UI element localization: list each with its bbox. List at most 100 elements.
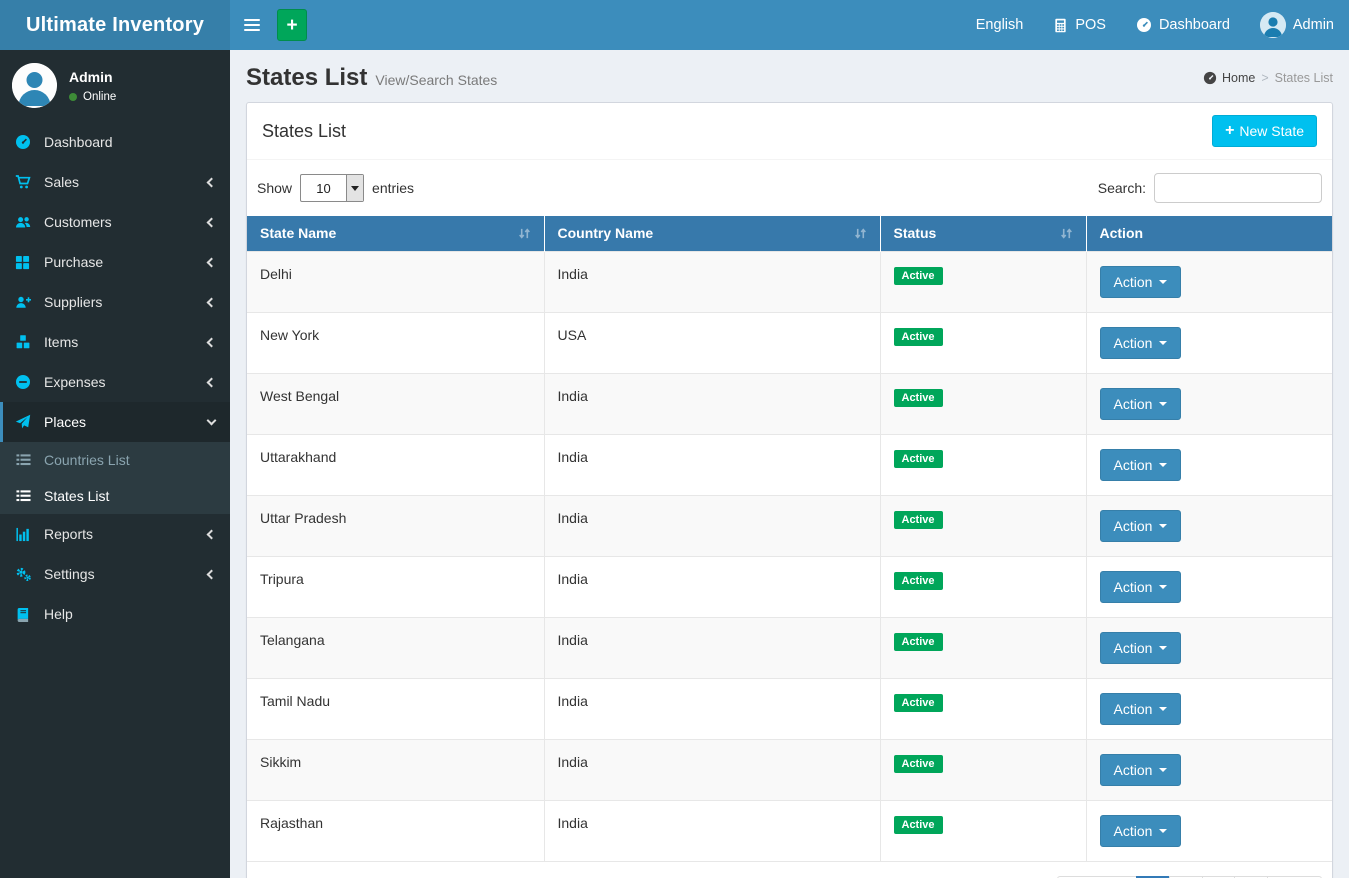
pagination: Previous 1 2 3 4 Next <box>1056 875 1322 878</box>
list-icon <box>16 453 36 467</box>
cell-country-name: India <box>543 556 880 617</box>
pagination-next-button[interactable]: Next <box>1267 875 1322 878</box>
new-state-button[interactable]: + New State <box>1212 115 1317 147</box>
nav-pos-label: POS <box>1075 17 1106 33</box>
calculator-icon <box>1053 18 1068 33</box>
action-dropdown-button[interactable]: Action <box>1099 387 1182 420</box>
minus-circle-icon <box>15 374 37 390</box>
grid-icon <box>15 255 37 270</box>
sidebar-item-items[interactable]: Items <box>0 322 230 362</box>
card-title: States List <box>262 120 347 141</box>
content-area: States List View/Search States Home > St… <box>230 50 1349 878</box>
action-dropdown-button[interactable]: Action <box>1099 326 1182 359</box>
states-table: State Name Country Name Status <box>247 216 1332 862</box>
table-row: Uttarakhand India Active Action <box>247 434 1332 495</box>
action-dropdown-button[interactable]: Action <box>1099 448 1182 481</box>
column-header-state-name[interactable]: State Name <box>247 216 544 251</box>
table-row: Tripura India Active Action <box>247 556 1332 617</box>
table-row: Delhi India Active Action <box>247 251 1332 312</box>
caret-down-icon <box>1159 584 1168 589</box>
avatar <box>12 63 57 108</box>
sidebar-item-expenses[interactable]: Expenses <box>0 362 230 402</box>
status-badge: Active <box>893 510 943 529</box>
sidebar-toggle-button[interactable] <box>230 0 274 50</box>
select-dropdown-button[interactable] <box>346 175 364 201</box>
caret-down-icon <box>351 185 360 191</box>
breadcrumb-current: States List <box>1274 71 1333 85</box>
chevron-down-icon <box>206 415 217 426</box>
cell-country-name: India <box>543 251 880 312</box>
nav-dashboard[interactable]: Dashboard <box>1121 0 1245 50</box>
quick-add-button[interactable]: + <box>277 9 307 41</box>
table-row: Rajasthan India Active Action <box>247 800 1332 861</box>
action-dropdown-button[interactable]: Action <box>1099 814 1182 847</box>
bar-chart-icon <box>15 527 37 542</box>
action-dropdown-button[interactable]: Action <box>1099 631 1182 664</box>
caret-down-icon <box>1159 340 1168 345</box>
sidebar-item-states-list[interactable]: States List <box>0 478 230 514</box>
cell-country-name: India <box>543 495 880 556</box>
cell-state-name: West Bengal <box>260 387 340 404</box>
status-badge: Active <box>893 693 943 712</box>
chevron-left-icon <box>206 257 217 267</box>
action-dropdown-button[interactable]: Action <box>1099 570 1182 603</box>
caret-down-icon <box>1159 279 1168 284</box>
nav-pos[interactable]: POS <box>1038 0 1121 50</box>
status-badge: Active <box>893 754 943 773</box>
column-header-country-name[interactable]: Country Name <box>543 216 880 251</box>
sidebar-user-name: Admin <box>69 68 113 85</box>
breadcrumb-home-link[interactable]: Home <box>1203 71 1255 85</box>
breadcrumb: Home > States List <box>1203 71 1333 85</box>
sidebar-item-places[interactable]: Places <box>0 402 230 442</box>
breadcrumb-separator: > <box>1261 71 1269 85</box>
chevron-left-icon <box>206 529 217 539</box>
avatar <box>1259 12 1286 38</box>
sidebar-item-countries-list[interactable]: Countries List <box>0 442 230 478</box>
chevron-left-icon <box>206 217 217 227</box>
caret-down-icon <box>1159 828 1168 833</box>
caret-down-icon <box>1159 706 1168 711</box>
show-label: Show <box>257 180 293 196</box>
action-dropdown-button[interactable]: Action <box>1099 692 1182 725</box>
action-dropdown-button[interactable]: Action <box>1099 509 1182 542</box>
search-label: Search: <box>1097 180 1146 196</box>
navbar-right: English POS Dashboard <box>961 0 1349 50</box>
plus-icon: + <box>286 14 298 36</box>
sidebar-item-customers[interactable]: Customers <box>0 202 230 242</box>
sort-icon <box>518 227 531 240</box>
sidebar-item-settings[interactable]: Settings <box>0 554 230 594</box>
cell-state-name: Rajasthan <box>260 814 324 831</box>
column-header-action: Action <box>1085 216 1332 251</box>
cell-state-name: Delhi <box>260 265 292 282</box>
cell-state-name: Tripura <box>260 570 304 587</box>
navbar: + English POS Dashboard <box>230 0 1349 50</box>
speedometer-icon <box>1203 71 1217 85</box>
table-header-row: State Name Country Name Status <box>247 216 1332 251</box>
nav-language[interactable]: English <box>961 0 1039 50</box>
top-navbar: Ultimate Inventory + English POS <box>0 0 1349 50</box>
paper-plane-icon <box>15 414 37 430</box>
search-input[interactable] <box>1154 173 1322 203</box>
status-badge: Active <box>893 449 943 468</box>
column-header-status[interactable]: Status <box>879 216 1086 251</box>
caret-down-icon <box>1159 767 1168 772</box>
action-dropdown-button[interactable]: Action <box>1099 265 1182 298</box>
sidebar: Admin Online Dashboard <box>0 50 230 878</box>
sidebar-user-panel: Admin Online <box>0 50 230 122</box>
entries-label: entries <box>372 180 415 196</box>
sidebar-item-purchase[interactable]: Purchase <box>0 242 230 282</box>
sidebar-item-suppliers[interactable]: Suppliers <box>0 282 230 322</box>
brand-logo[interactable]: Ultimate Inventory <box>0 0 230 50</box>
cell-country-name: USA <box>543 312 880 373</box>
sort-icon <box>1060 227 1073 240</box>
sidebar-item-reports[interactable]: Reports <box>0 514 230 554</box>
action-dropdown-button[interactable]: Action <box>1099 753 1182 786</box>
sidebar-item-help[interactable]: Help <box>0 594 230 634</box>
user-plus-icon <box>15 294 37 310</box>
page-length-value: 10 <box>316 180 331 196</box>
caret-down-icon <box>1159 645 1168 650</box>
page-length-select[interactable]: 10 <box>300 174 365 202</box>
sidebar-item-dashboard[interactable]: Dashboard <box>0 122 230 162</box>
nav-user-menu[interactable]: Admin <box>1245 0 1349 50</box>
sidebar-item-sales[interactable]: Sales <box>0 162 230 202</box>
